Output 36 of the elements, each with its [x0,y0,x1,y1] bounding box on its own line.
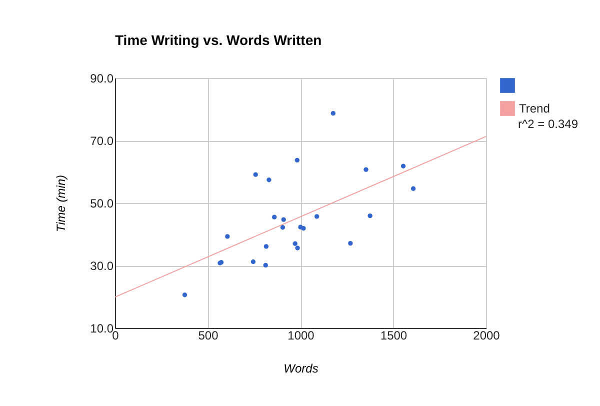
point [400,164,406,168]
point [294,158,300,163]
point [364,167,368,172]
point [280,225,286,230]
point [348,240,353,246]
x-tick-label: 500 [198,328,219,342]
point [281,217,286,222]
text: r^2 = 0.349 [518,117,578,131]
x-tick-label: 1000 [288,328,315,342]
point [264,244,269,249]
point [301,226,306,231]
y-tick-label: 30.0 [90,259,114,273]
point [225,234,230,239]
legend-label: Trend [519,102,550,116]
y-tick-label: 50.0 [90,196,114,210]
point [368,213,372,218]
point [263,262,268,268]
y-axis-title: Time (min) [54,174,68,232]
point [250,259,256,264]
point [253,172,258,177]
y-tick-label: 70.0 [90,134,114,148]
y-tick-label: 90.0 [90,72,114,86]
point [314,214,320,219]
y-tick-label: 10.0 [90,322,114,336]
x-tick-label: 2000 [473,328,500,342]
point [266,178,272,182]
point [272,214,277,220]
x-tick-label: 1500 [380,328,408,342]
point [410,186,416,191]
chart-title: Time Writing vs. Words Written [115,32,322,48]
x-tick-label: 0 [112,328,120,342]
point [330,110,336,116]
point [182,292,188,298]
x-axis-title: Words [284,362,318,376]
point [295,246,300,250]
point [292,241,298,246]
